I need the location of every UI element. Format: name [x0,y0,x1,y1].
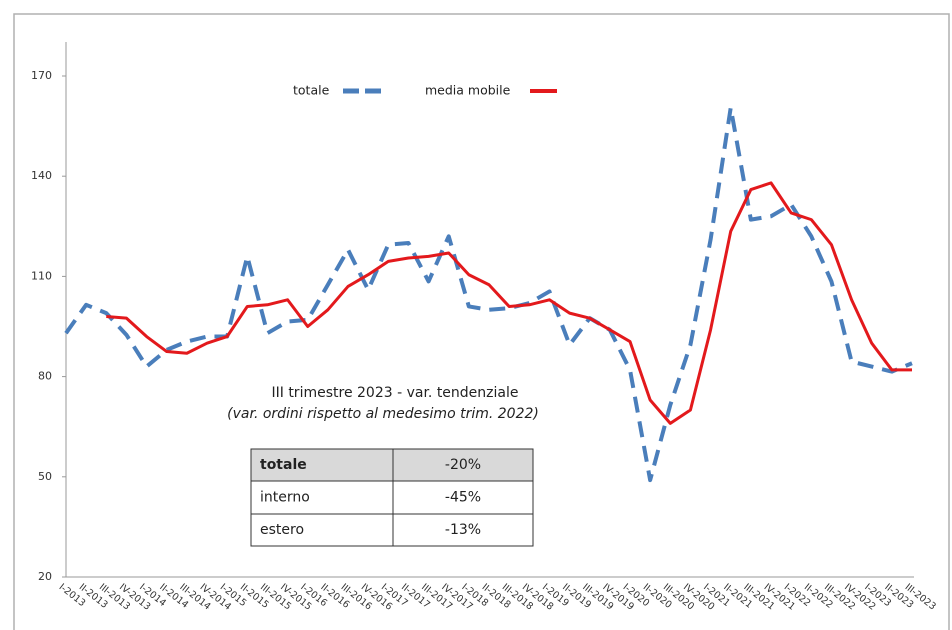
frame [13,13,950,630]
inset-title: III trimestre 2023 - var. tendenziale [271,385,518,401]
inset-subtitle: (var. ordini rispetto al medesimo trim. … [227,406,539,422]
series-line [106,181,912,425]
table-cell: totale [260,457,307,473]
y-tick-label: 170 [31,69,52,82]
y-tick-label: 80 [38,370,52,383]
table-cell: -45% [445,490,481,506]
legend-label: totale [293,83,330,98]
y-tick-label: 110 [31,269,52,282]
y-tick-label: 50 [38,470,52,483]
table-header-bg [251,449,533,481]
table-cell: interno [260,490,310,506]
table-cell: -20% [445,457,481,473]
y-tick-label: 20 [38,570,52,583]
legend-label: media mobile [425,83,511,98]
table-border [250,448,534,547]
table-cell: estero [260,522,304,538]
table-cell: -13% [445,522,481,538]
y-tick-label: 140 [31,169,52,182]
series-line [64,105,913,483]
